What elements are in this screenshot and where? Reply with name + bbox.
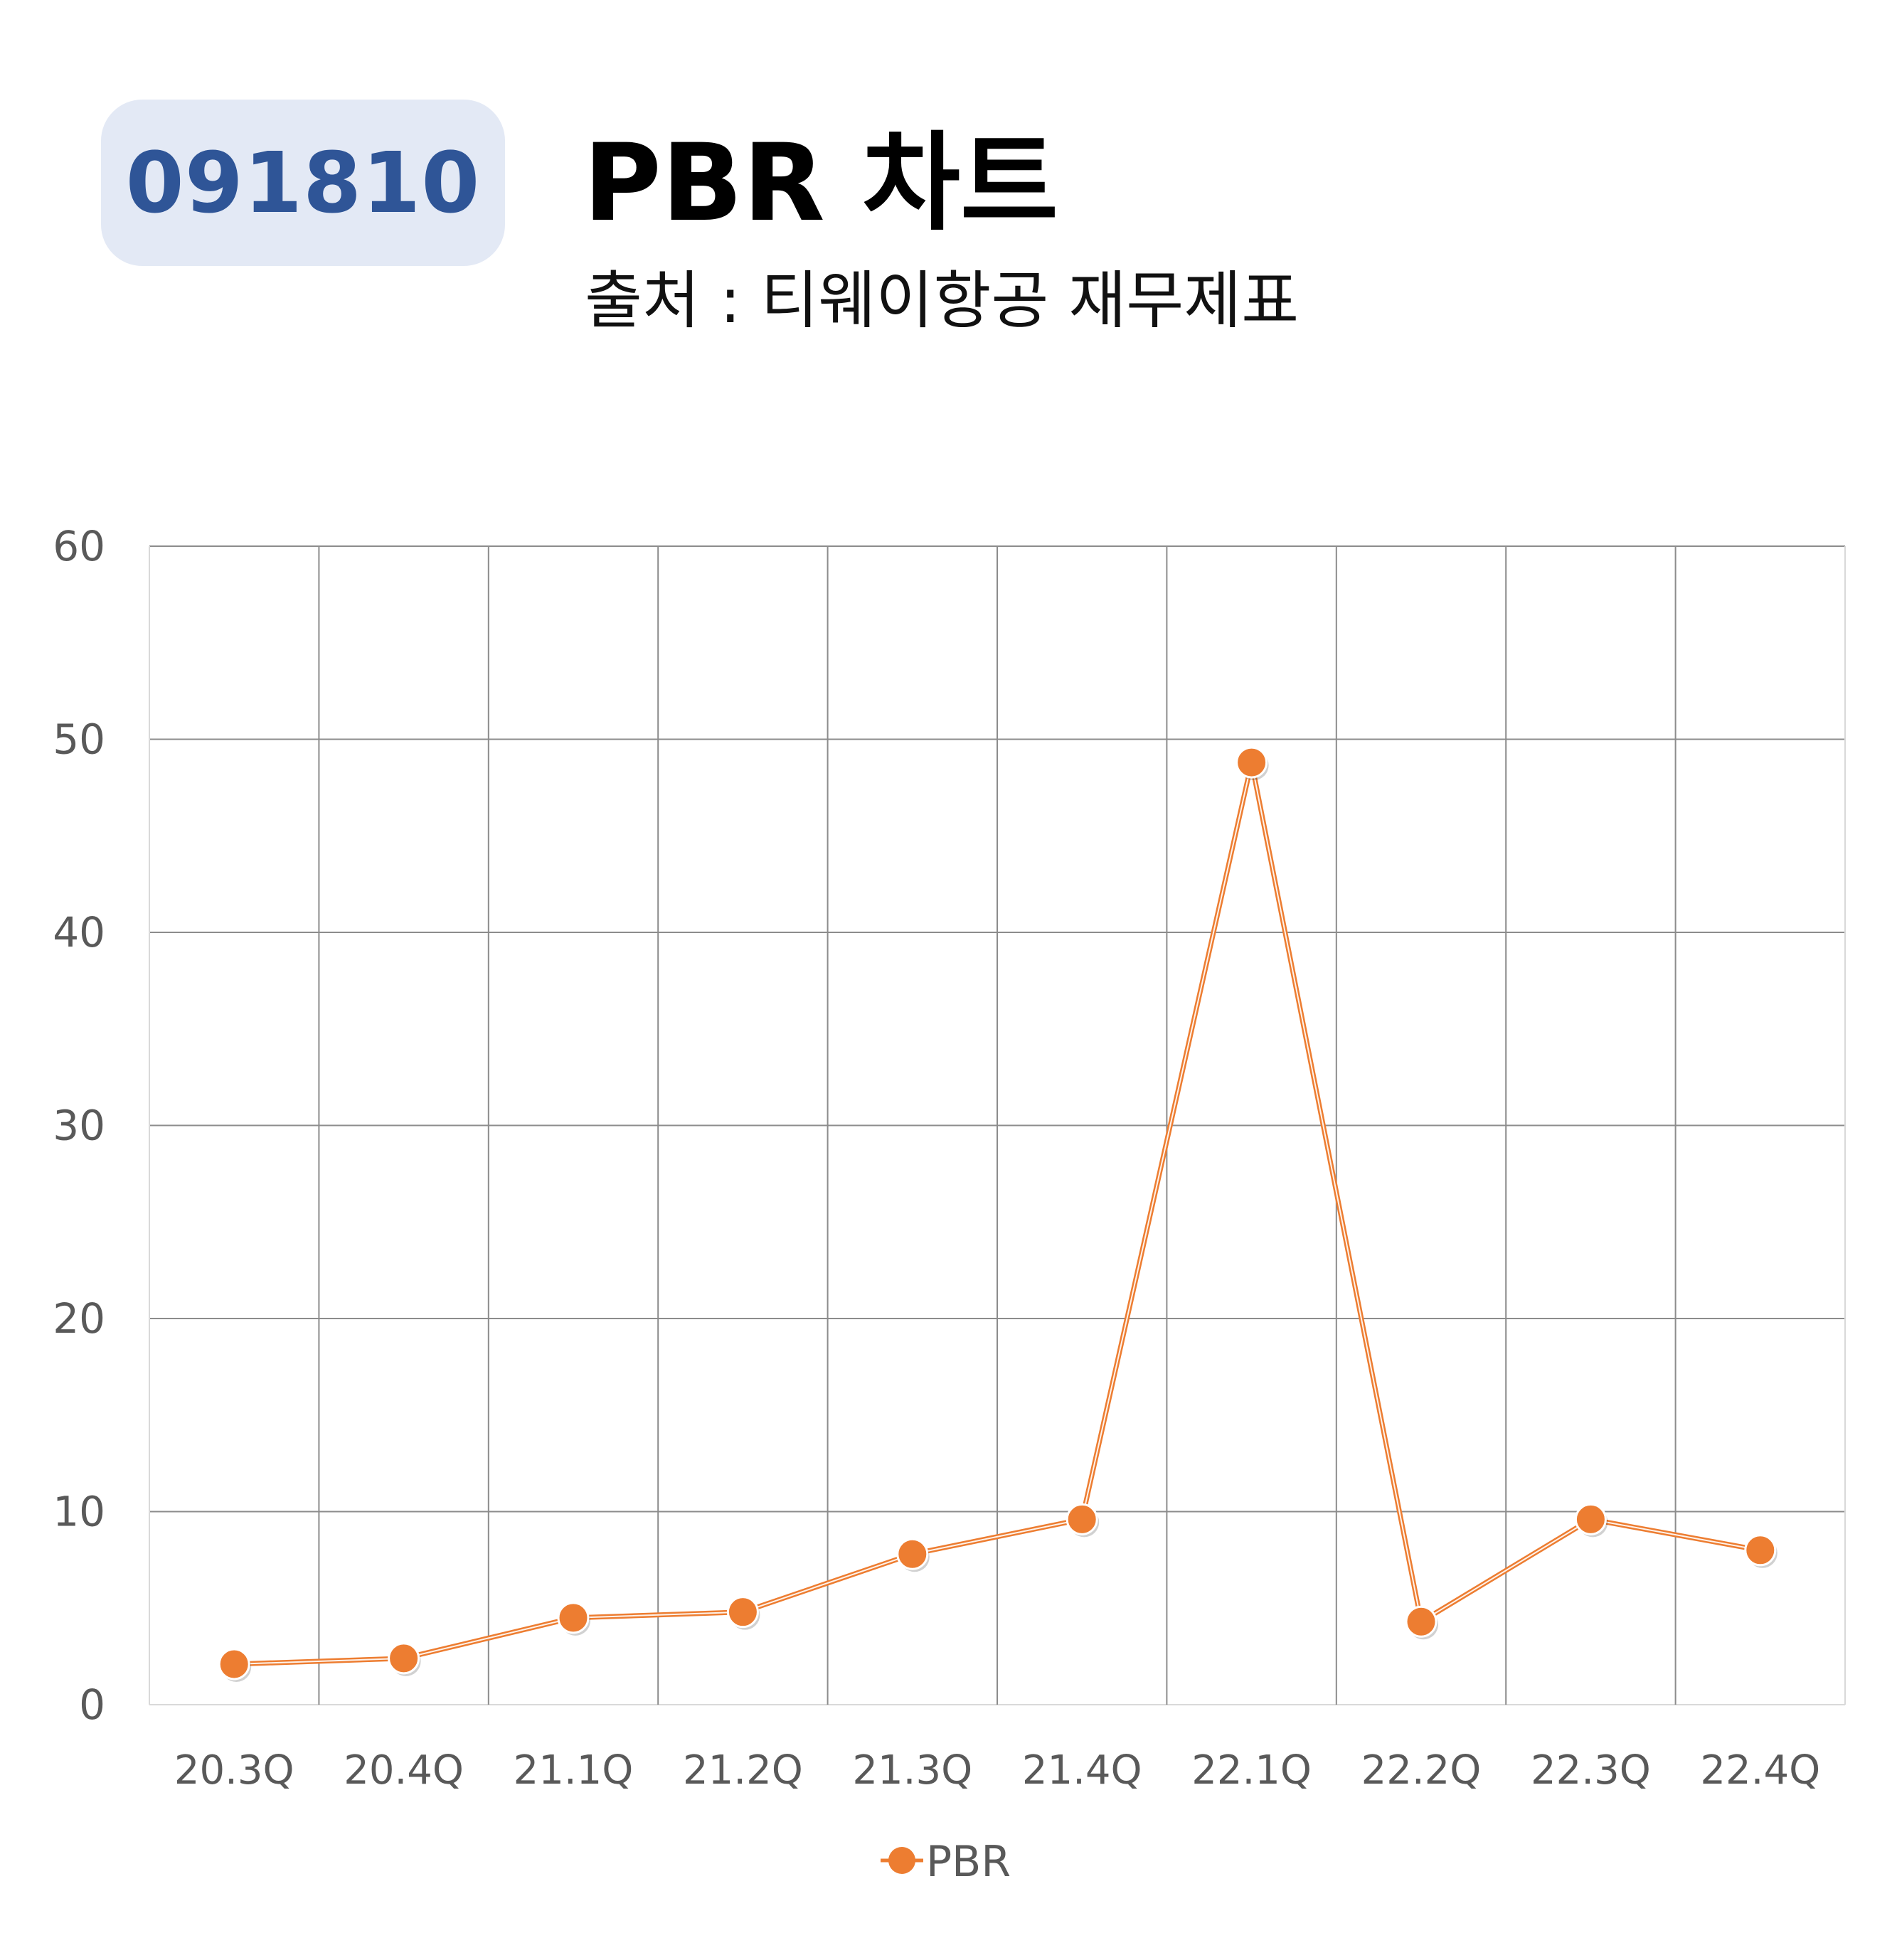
page-title: PBR 차트: [583, 122, 1058, 245]
x-tick-label: 21.4Q: [1022, 1747, 1142, 1794]
y-tick-label: 50: [53, 715, 105, 764]
x-tick-label: 22.1Q: [1191, 1747, 1312, 1794]
data-point: [218, 1648, 250, 1681]
legend-label: PBR: [926, 1837, 1011, 1887]
legend-marker: [888, 1847, 915, 1874]
x-tick-label: 22.2Q: [1361, 1747, 1482, 1794]
data-point: [726, 1596, 759, 1629]
y-tick-label: 20: [53, 1294, 105, 1343]
y-tick-label: 60: [53, 522, 105, 570]
data-point: [1574, 1503, 1607, 1535]
y-axis-ticks: 0 10 20 30 40 50 60: [53, 522, 105, 1729]
chart-legend: PBR: [881, 1837, 1011, 1887]
y-tick-label: 40: [53, 908, 105, 957]
data-point: [1744, 1534, 1777, 1567]
y-tick-label: 30: [53, 1102, 105, 1150]
stock-code-badge: 091810: [101, 100, 505, 266]
x-axis-ticks: 20.3Q 20.4Q 21.1Q 21.2Q 21.3Q 21.4Q 22.1Q 22.2Q…: [174, 1747, 1820, 1794]
page-subtitle: 출처 : 티웨이항공 재무제표: [585, 264, 1300, 337]
series-pbr: [218, 746, 1778, 1682]
data-point: [557, 1602, 590, 1634]
data-point: [1405, 1605, 1438, 1638]
y-tick-label: 0: [79, 1681, 105, 1729]
x-tick-label: 21.2Q: [683, 1747, 803, 1794]
x-tick-label: 20.3Q: [174, 1747, 294, 1794]
data-point: [1066, 1503, 1098, 1535]
x-tick-label: 22.3Q: [1531, 1747, 1651, 1794]
stock-code: 091810: [125, 134, 481, 232]
x-tick-label: 22.4Q: [1700, 1747, 1820, 1794]
data-point: [1236, 746, 1268, 779]
x-tick-label: 20.4Q: [344, 1747, 464, 1794]
x-tick-label: 21.3Q: [852, 1747, 972, 1794]
y-tick-label: 10: [53, 1488, 105, 1536]
data-point: [896, 1538, 929, 1570]
series-line-inner: [234, 762, 1760, 1665]
data-point: [388, 1642, 420, 1675]
chart-grid: [149, 545, 1846, 1705]
x-tick-label: 21.1Q: [514, 1747, 634, 1794]
